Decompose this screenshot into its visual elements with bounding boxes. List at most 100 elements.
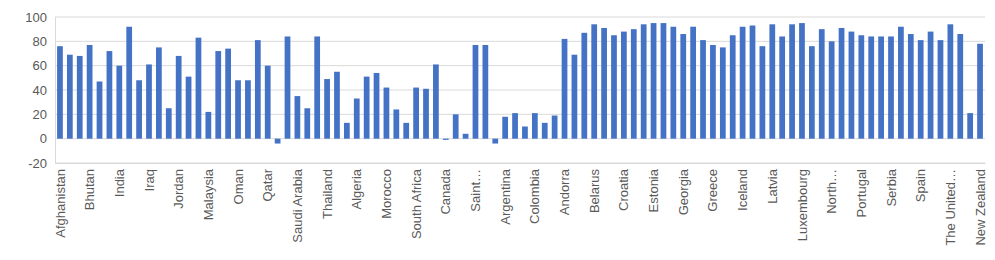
bar — [186, 77, 192, 139]
bar — [463, 134, 469, 139]
bar — [364, 77, 370, 139]
bar — [601, 28, 607, 139]
bar — [344, 123, 350, 139]
bar — [295, 96, 301, 139]
x-tick: Canada — [438, 163, 453, 215]
bar — [126, 27, 132, 139]
x-tick-label: Andorra — [557, 168, 572, 215]
bar — [730, 35, 736, 138]
bar — [938, 40, 944, 139]
bar — [57, 46, 63, 138]
bar — [502, 117, 508, 139]
bar — [710, 45, 716, 139]
bar — [196, 38, 202, 139]
bar — [393, 109, 399, 138]
x-tick-label: Jordan — [171, 169, 186, 209]
bar — [809, 46, 815, 138]
bar — [690, 27, 696, 139]
bar — [176, 56, 182, 139]
grid-line — [55, 114, 985, 115]
bar — [235, 80, 241, 138]
bar — [779, 36, 785, 138]
x-tick: Saudi Arabia — [290, 163, 305, 243]
bar — [888, 36, 894, 138]
x-tick-label: North… — [824, 169, 839, 214]
x-tick: Iraq — [142, 163, 157, 191]
grid-line — [55, 65, 985, 66]
x-tick-label: Afghanistan — [52, 169, 67, 238]
x-tick: Oman — [231, 163, 246, 204]
x-tick: Spain — [913, 163, 928, 202]
bar — [334, 72, 340, 139]
bar — [285, 36, 291, 138]
bar — [166, 108, 172, 138]
bar — [750, 26, 756, 139]
x-tick: Malaysia — [201, 163, 216, 220]
bar — [522, 127, 528, 139]
x-tick-label: Georgia — [676, 168, 691, 215]
x-tick-label: Oman — [231, 169, 246, 204]
bar — [839, 28, 845, 139]
bar — [799, 23, 805, 139]
x-tick-label: Saudi Arabia — [290, 168, 305, 242]
y-tick-label: 80 — [33, 34, 47, 49]
y-tick: 0 — [40, 131, 55, 146]
x-axis: Afghanistan Bhutan India Iraq Jordan Malaysia… — [52, 163, 987, 246]
bar — [146, 64, 152, 138]
y-tick: 60 — [33, 58, 55, 73]
bar — [967, 113, 973, 139]
bar — [275, 139, 281, 144]
y-tick-label: 40 — [33, 83, 47, 98]
bar — [473, 45, 479, 139]
bar — [542, 123, 548, 139]
bar — [562, 39, 568, 139]
x-tick-label: South Africa — [409, 168, 424, 239]
bar — [314, 36, 320, 138]
y-tick-label: 20 — [33, 107, 47, 122]
x-tick: Belarus — [587, 163, 602, 213]
x-tick: Portugal — [854, 163, 869, 217]
x-tick-label: Croatia — [616, 168, 631, 211]
x-tick: Algeria — [349, 163, 364, 209]
x-tick-label: Spain — [913, 169, 928, 202]
grid-line — [55, 17, 985, 18]
bar — [581, 33, 587, 139]
x-tick-label: Iceland — [735, 169, 750, 211]
x-tick-label: Algeria — [349, 168, 364, 209]
x-tick: Thailand — [320, 163, 335, 219]
y-tick: 20 — [33, 107, 55, 122]
x-tick-label: Iraq — [142, 169, 157, 191]
bar — [116, 66, 122, 139]
bar — [849, 32, 855, 139]
bar — [591, 24, 597, 138]
y-tick-label: -20 — [28, 156, 47, 171]
bar — [354, 99, 360, 139]
x-tick-label: India — [112, 168, 127, 197]
x-tick: Jordan — [171, 163, 186, 209]
bar — [255, 40, 261, 139]
y-tick-label: 100 — [25, 10, 47, 25]
x-tick: Qatar — [260, 163, 275, 202]
x-tick: North… — [824, 163, 839, 214]
bar — [156, 47, 162, 138]
bar — [97, 81, 103, 138]
x-tick: New Zealand — [973, 163, 988, 246]
bar — [225, 49, 231, 139]
bar — [918, 40, 924, 139]
bar — [631, 29, 637, 138]
x-tick: Iceland — [735, 163, 750, 211]
bar — [720, 47, 726, 138]
x-tick: Saint… — [468, 163, 483, 212]
x-tick-label: Bhutan — [82, 169, 97, 210]
y-axis-line — [55, 18, 56, 164]
bar — [760, 46, 766, 138]
grid-line — [55, 138, 985, 139]
x-tick: Bhutan — [82, 163, 97, 210]
bar — [492, 139, 498, 144]
x-tick-label: Greece — [705, 169, 720, 212]
bar — [265, 66, 271, 139]
plot: -20 0 20 40 60 80 100 Afghanistan Bhutan India Ira… — [25, 10, 987, 246]
x-tick-label: Argentina — [498, 168, 513, 224]
x-tick-label: Belarus — [587, 169, 602, 214]
x-tick-label: Saint… — [468, 169, 483, 212]
